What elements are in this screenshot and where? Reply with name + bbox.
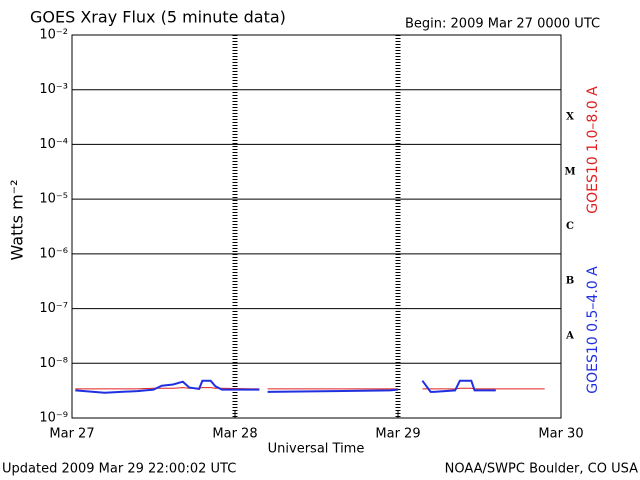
flare-class-label: A: [565, 330, 574, 341]
series-line: [75, 387, 545, 390]
y-tick-label: 10⁻⁶: [39, 246, 68, 261]
y-axis-label: Watts m⁻²: [8, 179, 27, 260]
flare-class-label: M: [564, 166, 575, 177]
x-axis-label: Universal Time: [268, 442, 365, 457]
flare-class-label: B: [566, 276, 574, 287]
chart-subtitle: Begin: 2009 Mar 27 0000 UTC: [405, 17, 600, 32]
x-tick-label: Mar 29: [375, 427, 420, 442]
y-tick-label: 10⁻⁷: [39, 301, 68, 316]
legend-entry: GOES10 1.0–8.0 A: [585, 86, 601, 214]
y-tick-label: 10⁻⁹: [39, 411, 68, 426]
chart-title: GOES Xray Flux (5 minute data): [30, 8, 286, 27]
footer-left: Updated 2009 Mar 29 22:00:02 UTC: [2, 462, 236, 477]
y-tick-label: 10⁻³: [39, 82, 68, 97]
flare-class-label: X: [566, 112, 574, 123]
x-tick-label: Mar 28: [212, 427, 257, 442]
legend-entry: GOES10 0.5–4.0 A: [585, 266, 601, 394]
y-tick-label: 10⁻⁴: [39, 137, 68, 152]
y-tick-label: 10⁻²: [39, 28, 68, 43]
y-tick-label: 10⁻⁵: [39, 192, 68, 207]
x-tick-label: Mar 27: [49, 427, 94, 442]
footer-right: NOAA/SWPC Boulder, CO USA: [445, 462, 638, 477]
plot-frame: [71, 34, 562, 419]
y-tick-label: 10⁻⁸: [39, 356, 68, 371]
flare-class-label: C: [566, 221, 574, 232]
series-line: [75, 379, 496, 394]
x-tick-label: Mar 30: [538, 427, 583, 442]
